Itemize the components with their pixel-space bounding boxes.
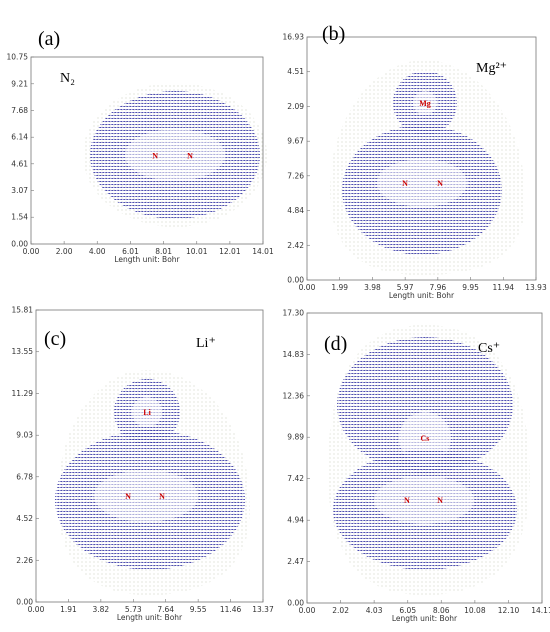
x-tick-label: 14.11 xyxy=(531,606,550,615)
x-tick-label: 3.82 xyxy=(93,605,110,614)
y-tick-label: 9.89 xyxy=(287,433,304,442)
x-tick-label: 4.03 xyxy=(366,606,383,615)
x-axis-label: Length unit: Bohr xyxy=(389,291,455,300)
y-tick-label: 4.84 xyxy=(287,206,304,215)
y-tick-label: 3.07 xyxy=(11,186,28,195)
atom: N xyxy=(152,151,158,160)
x-tick-label: 8.06 xyxy=(433,606,450,615)
x-tick-label: 7.96 xyxy=(430,283,447,292)
y-tick-label: 0.00 xyxy=(11,240,28,249)
x-tick-label: 7.64 xyxy=(157,605,174,614)
y-tick-label: 7.68 xyxy=(11,106,28,115)
x-tick-label: 10.01 xyxy=(186,247,208,256)
atom: Mg xyxy=(419,99,431,108)
y-tick-label: 4.52 xyxy=(16,514,33,523)
x-tick-label: 9.95 xyxy=(462,283,479,292)
atom: Li xyxy=(143,408,151,417)
atom: N xyxy=(402,179,408,188)
y-tick-label: 0.00 xyxy=(287,599,304,608)
x-tick-label: 2.02 xyxy=(332,606,349,615)
x-tick-label: 12.10 xyxy=(498,606,520,615)
x-tick-label: 13.93 xyxy=(525,283,547,292)
y-tick-label: 0.00 xyxy=(16,598,33,607)
y-tick-label: 4.51 xyxy=(287,67,304,76)
x-tick-label: 1.91 xyxy=(60,605,77,614)
y-tick-label: 4.61 xyxy=(11,159,28,168)
y-tick-label: 10.75 xyxy=(7,53,29,62)
y-tick-label: 9.21 xyxy=(11,79,28,88)
x-tick-label: 4.00 xyxy=(89,247,106,256)
y-tick-label: 11.29 xyxy=(12,389,34,398)
y-tick-label: 13.55 xyxy=(12,347,34,356)
atom: N xyxy=(187,151,193,160)
x-tick-label: 13.37 xyxy=(252,605,274,614)
y-tick-label: 9.67 xyxy=(287,137,304,146)
y-tick-label: 7.26 xyxy=(287,171,304,180)
field-decoration xyxy=(55,60,530,595)
y-tick-label: 12.36 xyxy=(283,391,305,400)
y-tick-label: 15.81 xyxy=(12,306,34,315)
panel-label: (d) xyxy=(324,333,347,355)
x-tick-label: 14.01 xyxy=(252,247,274,256)
x-tick-label: 2.00 xyxy=(56,247,73,256)
x-tick-label: 5.73 xyxy=(125,605,142,614)
x-tick-label: 12.01 xyxy=(219,247,241,256)
y-tick-label: 0.00 xyxy=(287,276,304,285)
x-axis-label: Length unit: Bohr xyxy=(114,255,180,264)
x-tick-label: 1.99 xyxy=(331,283,348,292)
x-tick-label: 0.00 xyxy=(23,247,40,256)
atom: N xyxy=(437,496,443,505)
x-tick-label: 8.01 xyxy=(155,247,172,256)
y-tick-label: 2.09 xyxy=(287,102,304,111)
atom: N xyxy=(125,492,131,501)
plot-frame xyxy=(306,36,537,281)
y-tick-label: 2.26 xyxy=(16,556,33,565)
y-tick-label: 6.14 xyxy=(11,133,28,142)
y-tick-label: 2.42 xyxy=(287,241,304,250)
x-tick-label: 6.05 xyxy=(399,606,416,615)
ion-label: N₂ xyxy=(60,71,75,86)
y-tick-label: 6.78 xyxy=(16,472,33,481)
x-tick-label: 11.46 xyxy=(220,605,242,614)
x-tick-label: 9.55 xyxy=(190,605,207,614)
atom: N xyxy=(437,179,443,188)
y-tick-label: 9.03 xyxy=(16,431,33,440)
ion-label: Cs⁺ xyxy=(478,341,500,356)
plot-frame xyxy=(306,312,543,604)
atom: Cs xyxy=(420,434,429,443)
x-tick-label: 6.01 xyxy=(122,247,139,256)
panel-label: (b) xyxy=(322,23,345,45)
x-axis-label: Length unit: Bohr xyxy=(392,614,458,623)
y-tick-label: 14.83 xyxy=(283,350,305,359)
x-tick-label: 3.98 xyxy=(364,283,381,292)
y-tick-label: 16.93 xyxy=(283,33,305,42)
y-tick-label: 2.47 xyxy=(287,557,304,566)
panel-label: (c) xyxy=(44,328,66,350)
atom: N xyxy=(159,492,165,501)
y-tick-label: 1.54 xyxy=(11,213,28,222)
ion-label: Li⁺ xyxy=(196,336,216,351)
x-tick-label: 0.00 xyxy=(299,283,316,292)
y-tick-label: 4.94 xyxy=(287,516,304,525)
ion-label: Mg²⁺ xyxy=(476,61,507,76)
x-axis-label: Length unit: Bohr xyxy=(117,613,183,622)
x-tick-label: 0.00 xyxy=(299,606,316,615)
y-tick-label: 17.30 xyxy=(283,309,305,318)
plot-frame xyxy=(30,56,264,245)
x-tick-label: 11.94 xyxy=(493,283,515,292)
panel-label: (a) xyxy=(38,28,60,50)
x-tick-label: 0.00 xyxy=(28,605,45,614)
y-tick-label: 7.42 xyxy=(287,474,304,483)
x-tick-label: 5.97 xyxy=(397,283,414,292)
x-tick-label: 10.08 xyxy=(464,606,486,615)
atom: N xyxy=(404,496,410,505)
plot-frame xyxy=(35,309,264,603)
